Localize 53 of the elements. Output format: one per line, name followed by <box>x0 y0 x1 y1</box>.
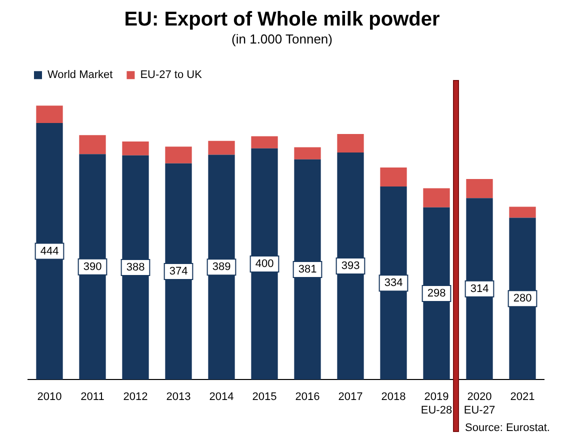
data-label: 444 <box>40 245 59 258</box>
x-tick-label: 2014 <box>209 391 234 404</box>
data-label: 314 <box>470 282 489 295</box>
x-tick-label: 2021 <box>510 391 535 404</box>
bar <box>251 136 278 148</box>
data-label: 400 <box>255 258 274 270</box>
data-label: 388 <box>126 262 145 274</box>
bar <box>423 188 450 208</box>
bar <box>380 186 407 380</box>
data-label: 389 <box>212 261 231 274</box>
x-tick-label: 2018 <box>381 391 406 404</box>
legend-label: World Market <box>48 69 113 82</box>
data-label: 374 <box>169 266 188 278</box>
bar <box>294 159 321 380</box>
bar <box>509 206 536 218</box>
bar <box>208 154 235 380</box>
bar <box>294 147 321 160</box>
chart-title: EU: Export of Whole milk powder <box>124 8 440 31</box>
data-label: 381 <box>298 264 317 276</box>
data-label: 390 <box>83 260 102 273</box>
bar <box>36 106 63 123</box>
bar <box>122 155 149 380</box>
bar <box>337 134 364 152</box>
x-tick-label: 2017 <box>338 391 363 404</box>
bar <box>466 179 493 198</box>
bar <box>509 218 536 380</box>
bar <box>36 122 63 380</box>
bar <box>208 140 235 155</box>
x-tick-label: 2016 <box>295 391 320 404</box>
bar <box>79 154 106 380</box>
data-label: 280 <box>513 292 532 305</box>
x-tick-label: 2011 <box>80 391 104 404</box>
bar <box>122 141 149 156</box>
chart-subtitle: (in 1.000 Tonnen) <box>232 31 332 46</box>
data-label: 298 <box>427 288 446 300</box>
legend-label: EU-27 to UK <box>140 69 203 82</box>
data-label: 393 <box>341 260 360 272</box>
x-tick-label: 2020 EU-27 <box>464 391 496 416</box>
bar <box>165 163 192 380</box>
bar <box>380 167 407 187</box>
bar <box>337 152 364 380</box>
bar <box>165 146 192 164</box>
x-tick-label: 2012 <box>123 391 148 404</box>
bar <box>79 135 106 154</box>
bar <box>423 207 450 380</box>
source-note: Source: Eurostat. <box>465 422 550 434</box>
data-label: 334 <box>384 277 403 290</box>
x-tick-label: 2019 EU-28 <box>420 391 452 416</box>
x-tick-label: 2010 <box>37 391 62 404</box>
bar <box>466 198 493 380</box>
x-tick-label: 2013 <box>166 391 191 404</box>
x-tick-label: 2015 <box>252 391 277 404</box>
bar <box>251 148 278 380</box>
